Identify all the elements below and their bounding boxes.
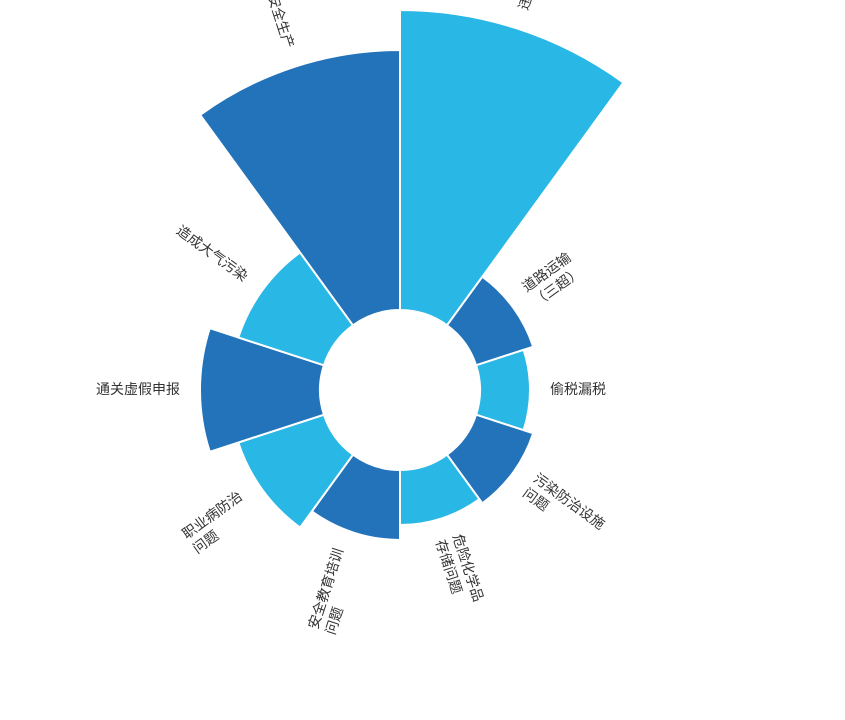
chart-svg: [0, 0, 845, 720]
polar-rose-chart: 违法消防法道路运输 （三超）偷税漏税污染防治设施 问题危险化学品 存储问题安全教…: [0, 0, 845, 720]
sector-0[interactable]: [400, 10, 623, 325]
